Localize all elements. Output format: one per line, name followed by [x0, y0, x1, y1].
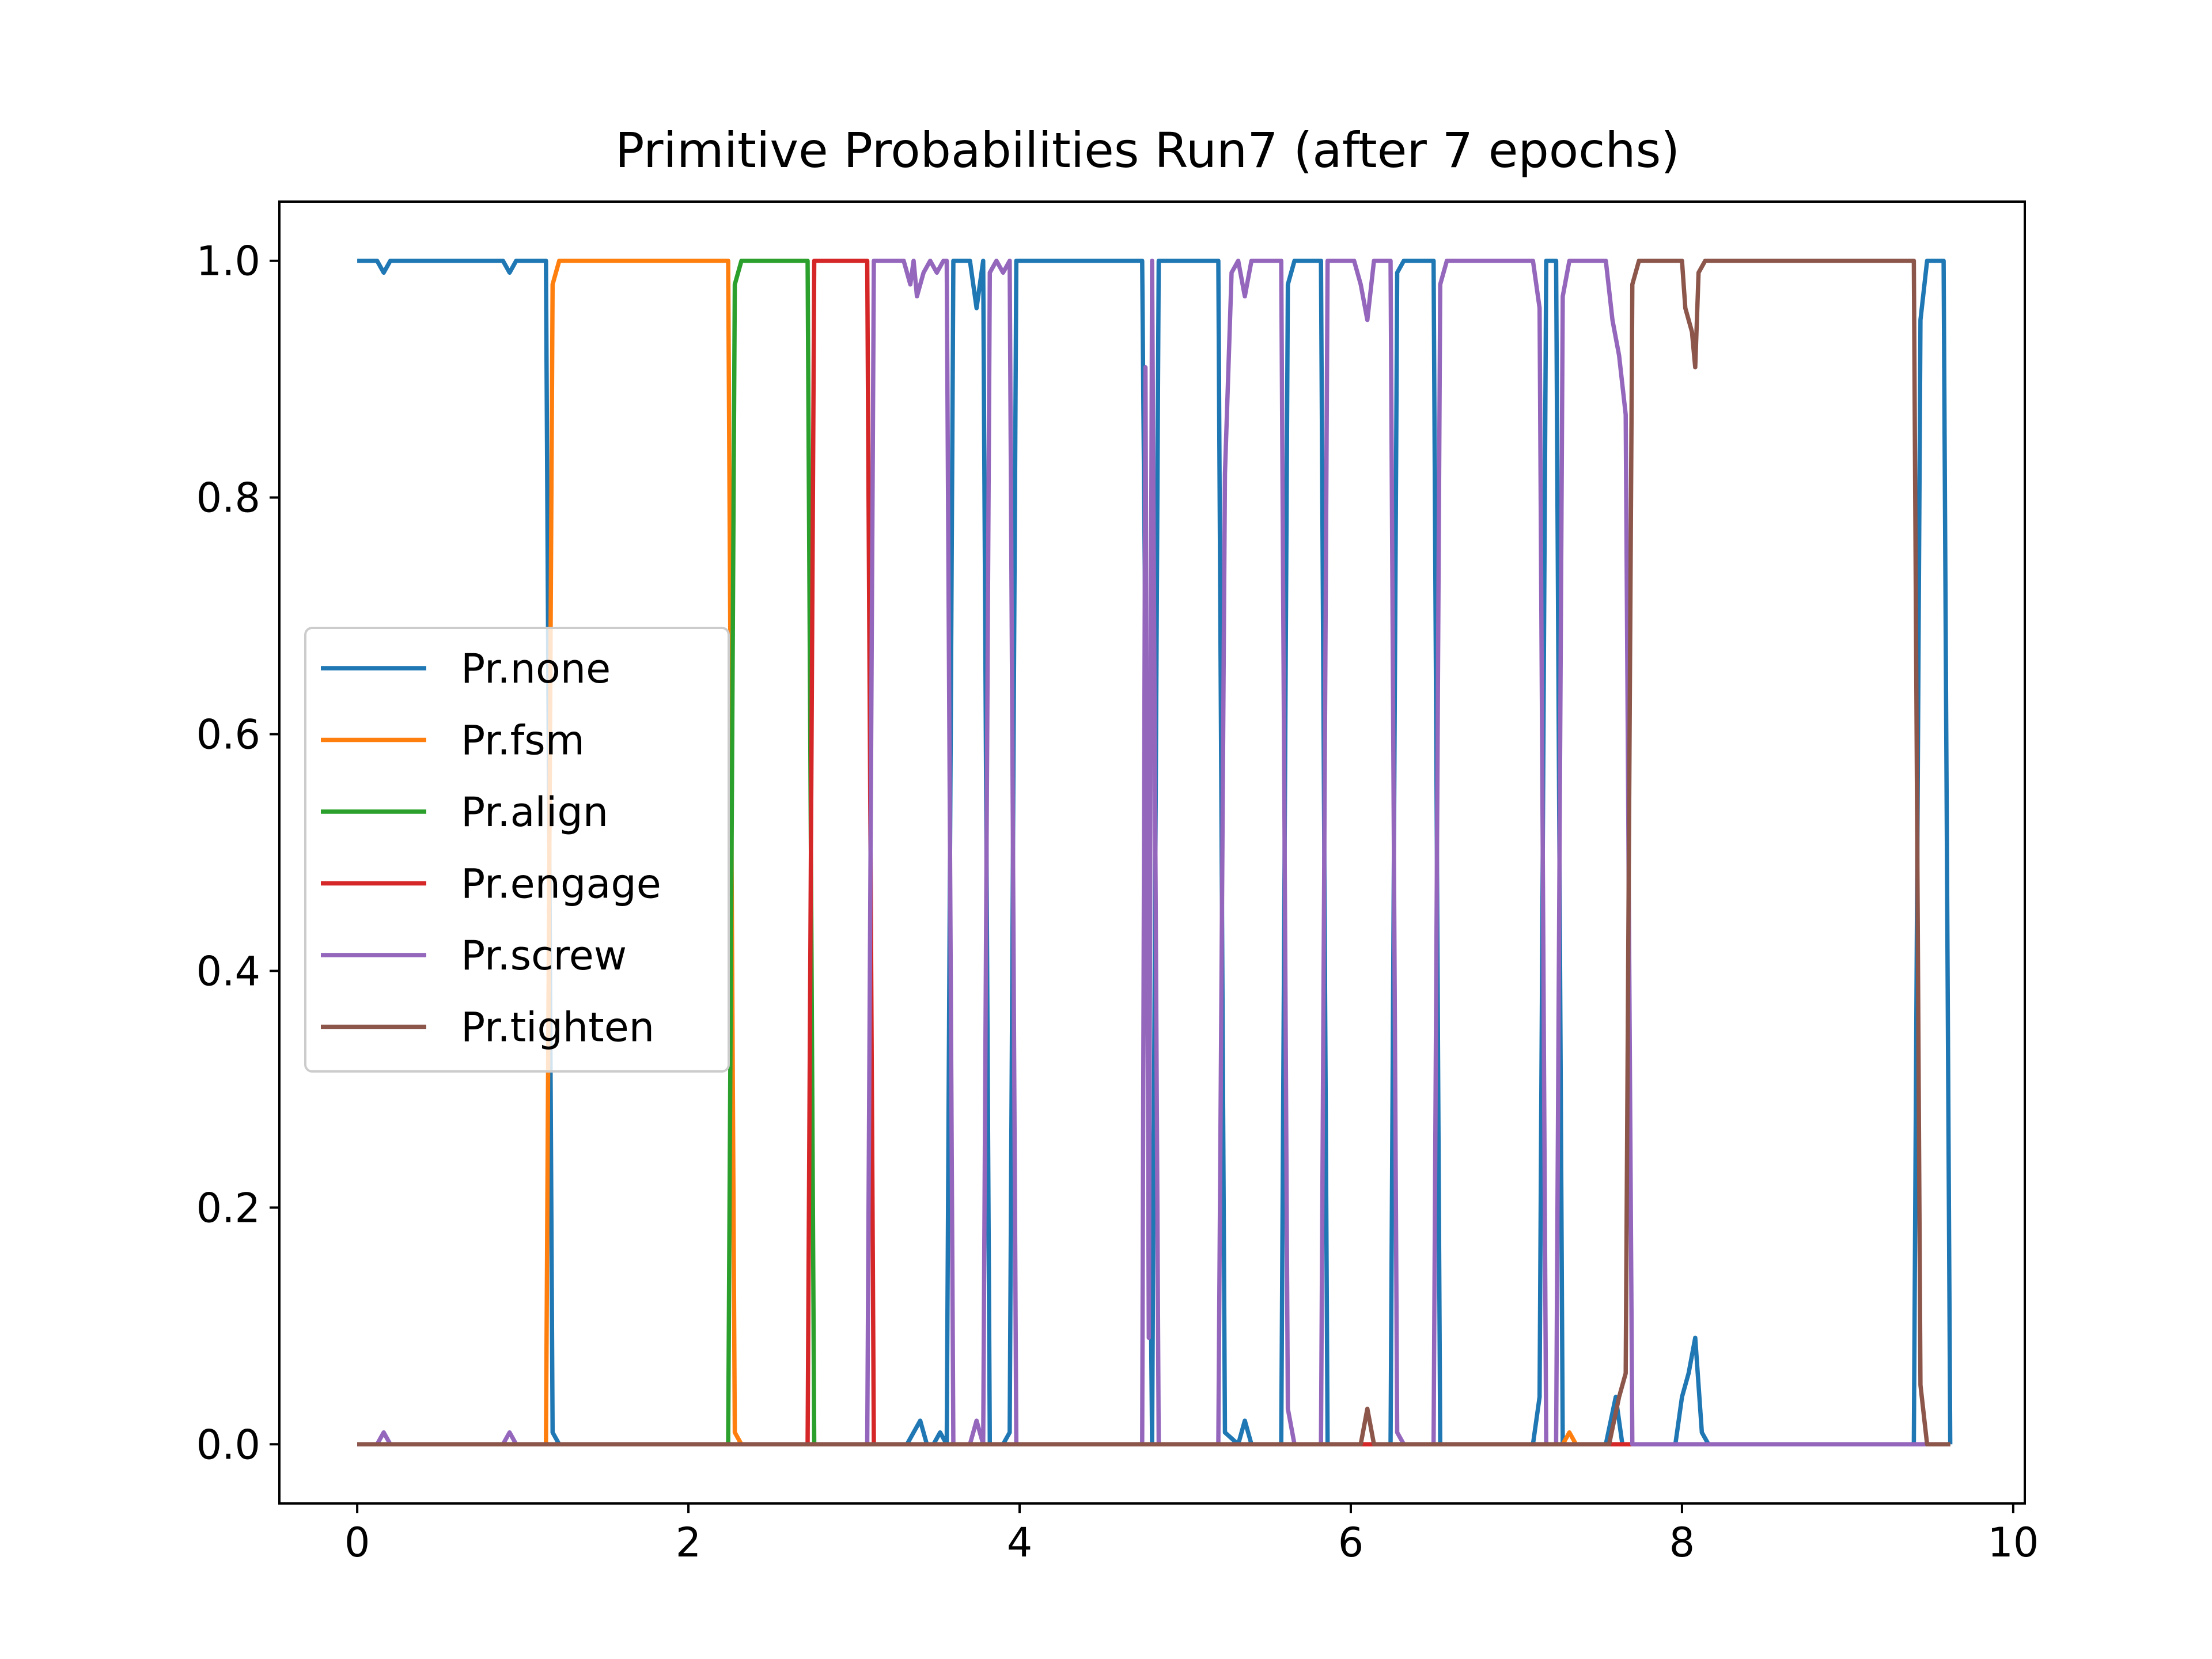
legend: Pr.none Pr.fsm Pr.align Pr.engage Pr.screw Pr…	[304, 627, 730, 1073]
plot-frame	[278, 200, 2026, 1505]
y-tick-label: 1.0	[196, 238, 260, 285]
series-group	[357, 258, 1953, 1447]
x-tick-label: 6	[1338, 1519, 1364, 1566]
legend-label-pr-fsm: Pr.fsm	[461, 717, 585, 764]
series-line-pr-tighten	[357, 258, 1950, 1447]
legend-label-pr-align: Pr.align	[461, 789, 608, 836]
x-tick-label: 8	[1669, 1519, 1695, 1566]
legend-label-pr-tighten: Pr.tighten	[461, 1004, 654, 1051]
x-tick-label: 0	[344, 1519, 370, 1566]
legend-label-pr-none: Pr.none	[461, 645, 611, 692]
y-tick-label: 0.6	[196, 711, 260, 759]
chart-title: Primitive Probabilities Run7 (after 7 ep…	[615, 122, 1680, 179]
x-tick-label: 2	[676, 1519, 702, 1566]
x-tick-label: 4	[1007, 1519, 1033, 1566]
x-axis: 0 2 4 6 8 10	[344, 1503, 2039, 1566]
x-tick-label: 10	[1987, 1519, 2039, 1566]
y-tick-label: 0.0	[196, 1421, 260, 1468]
y-tick-label: 0.4	[196, 948, 260, 995]
y-tick-label: 0.8	[196, 475, 260, 522]
legend-label-pr-engage: Pr.engage	[461, 861, 661, 908]
y-axis: 0.0 0.2 0.4 0.6 0.8 1.0	[196, 238, 279, 1468]
legend-label-pr-screw: Pr.screw	[461, 932, 627, 979]
y-tick-label: 0.2	[196, 1184, 260, 1232]
